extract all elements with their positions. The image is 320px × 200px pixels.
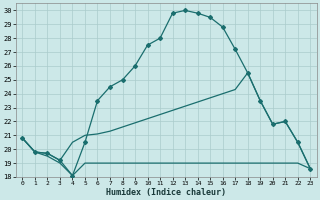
X-axis label: Humidex (Indice chaleur): Humidex (Indice chaleur) [106,188,226,197]
